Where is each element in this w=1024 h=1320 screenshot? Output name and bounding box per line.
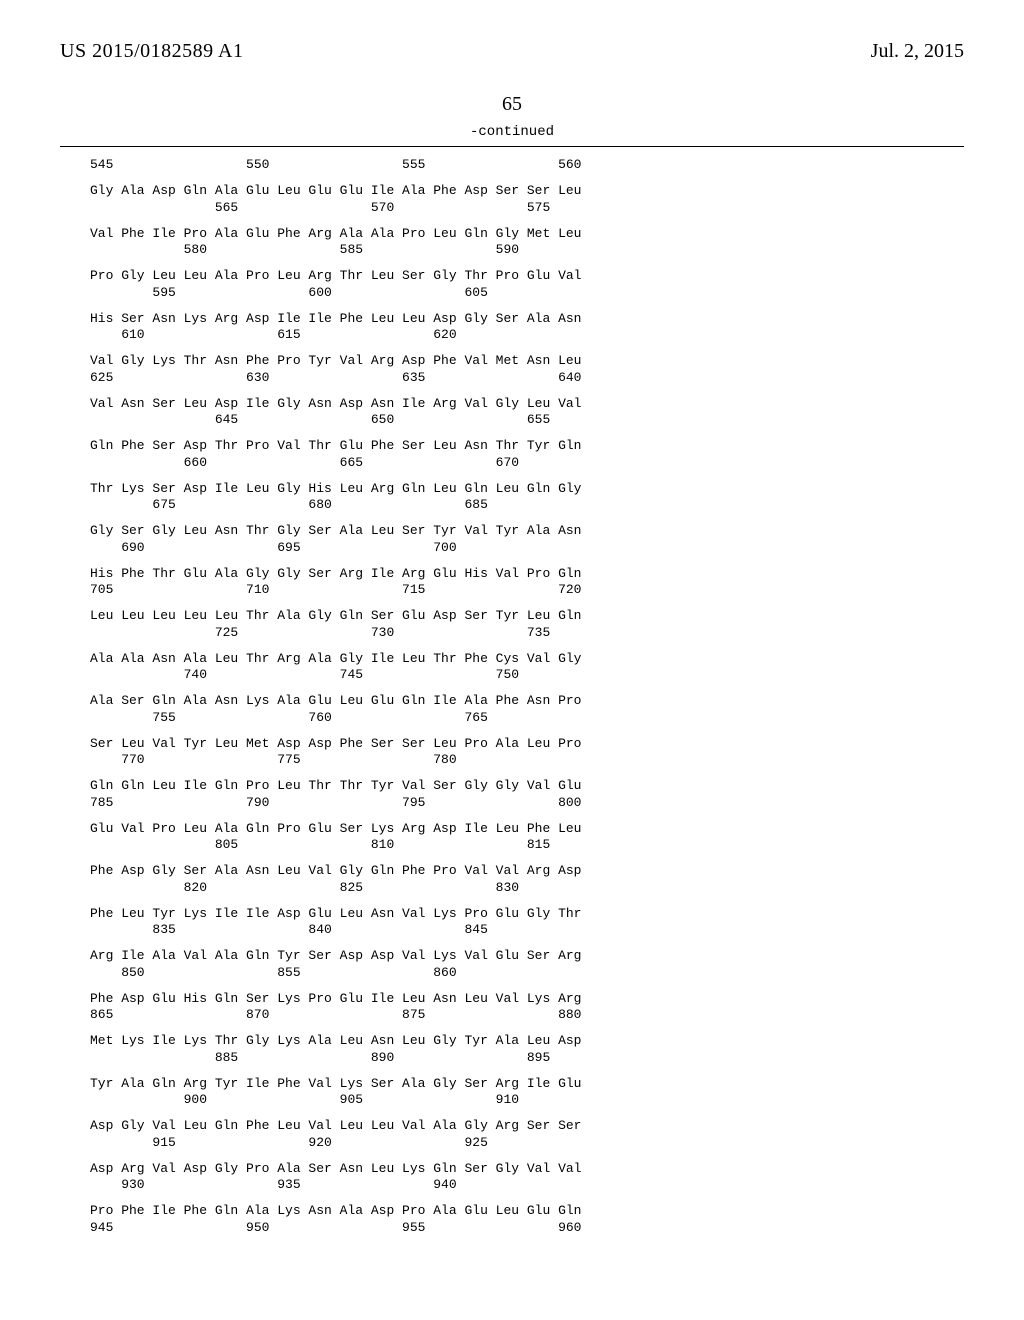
publication-number: US 2015/0182589 A1 [60, 40, 243, 63]
sequence-number-line: 850 855 860 [90, 965, 964, 981]
sequence-number-line: 625 630 635 640 [90, 370, 964, 386]
sequence-aa-line: Gly Ala Asp Gln Ala Glu Leu Glu Glu Ile … [90, 183, 964, 199]
sequence-number-line: 885 890 895 [90, 1050, 964, 1066]
sequence-aa-line: Val Gly Lys Thr Asn Phe Pro Tyr Val Arg … [90, 353, 964, 369]
page: US 2015/0182589 A1 Jul. 2, 2015 65 -cont… [0, 0, 1024, 1320]
sequence-aa-line: Met Lys Ile Lys Thr Gly Lys Ala Leu Asn … [90, 1033, 964, 1049]
publication-date: Jul. 2, 2015 [871, 40, 964, 63]
sequence-number-line: 805 810 815 [90, 837, 964, 853]
sequence-number-line: 835 840 845 [90, 922, 964, 938]
sequence-number-line: 945 950 955 960 [90, 1220, 964, 1236]
sequence-number-line: 580 585 590 [90, 242, 964, 258]
sequence-aa-line: Gln Gln Leu Ile Gln Pro Leu Thr Thr Tyr … [90, 778, 964, 794]
horizontal-rule [60, 146, 964, 147]
sequence-aa-line: Val Asn Ser Leu Asp Ile Gly Asn Asp Asn … [90, 396, 964, 412]
sequence-number-line: 565 570 575 [90, 200, 964, 216]
sequence-number-line: 675 680 685 [90, 497, 964, 513]
sequence-number-line: 915 920 925 [90, 1135, 964, 1151]
sequence-aa-line: Leu Leu Leu Leu Leu Thr Ala Gly Gln Ser … [90, 608, 964, 624]
sequence-aa-line: Arg Ile Ala Val Ala Gln Tyr Ser Asp Asp … [90, 948, 964, 964]
sequence-number-line: 820 825 830 [90, 880, 964, 896]
sequence-aa-line: Phe Asp Glu His Gln Ser Lys Pro Glu Ile … [90, 991, 964, 1007]
sequence-aa-line: His Ser Asn Lys Arg Asp Ile Ile Phe Leu … [90, 311, 964, 327]
sequence-number-line: 610 615 620 [90, 327, 964, 343]
sequence-aa-line: 545 550 555 560 [90, 157, 964, 173]
sequence-number-line: 740 745 750 [90, 667, 964, 683]
continued-label: -continued [60, 124, 964, 140]
sequence-aa-line: Ala Ser Gln Ala Asn Lys Ala Glu Leu Glu … [90, 693, 964, 709]
sequence-aa-line: Asp Arg Val Asp Gly Pro Ala Ser Asn Leu … [90, 1161, 964, 1177]
sequence-number-line: 660 665 670 [90, 455, 964, 471]
sequence-number-line: 930 935 940 [90, 1177, 964, 1193]
sequence-aa-line: Gly Ser Gly Leu Asn Thr Gly Ser Ala Leu … [90, 523, 964, 539]
sequence-number-line: 770 775 780 [90, 752, 964, 768]
sequence-aa-line: Asp Gly Val Leu Gln Phe Leu Val Leu Leu … [90, 1118, 964, 1134]
sequence-aa-line: Ser Leu Val Tyr Leu Met Asp Asp Phe Ser … [90, 736, 964, 752]
header-row: US 2015/0182589 A1 Jul. 2, 2015 [60, 40, 964, 63]
sequence-aa-line: Val Phe Ile Pro Ala Glu Phe Arg Ala Ala … [90, 226, 964, 242]
sequence-aa-line: His Phe Thr Glu Ala Gly Gly Ser Arg Ile … [90, 566, 964, 582]
sequence-aa-line: Phe Leu Tyr Lys Ile Ile Asp Glu Leu Asn … [90, 906, 964, 922]
sequence-aa-line: Pro Phe Ile Phe Gln Ala Lys Asn Ala Asp … [90, 1203, 964, 1219]
sequence-number-line: 725 730 735 [90, 625, 964, 641]
sequence-aa-line: Thr Lys Ser Asp Ile Leu Gly His Leu Arg … [90, 481, 964, 497]
sequence-aa-line: Phe Asp Gly Ser Ala Asn Leu Val Gly Gln … [90, 863, 964, 879]
sequence-aa-line: Gln Phe Ser Asp Thr Pro Val Thr Glu Phe … [90, 438, 964, 454]
page-number: 65 [60, 93, 964, 116]
sequence-number-line: 690 695 700 [90, 540, 964, 556]
sequence-number-line: 900 905 910 [90, 1092, 964, 1108]
sequence-number-line: 755 760 765 [90, 710, 964, 726]
sequence-number-line: 705 710 715 720 [90, 582, 964, 598]
sequence-aa-line: Ala Ala Asn Ala Leu Thr Arg Ala Gly Ile … [90, 651, 964, 667]
sequence-number-line: 595 600 605 [90, 285, 964, 301]
sequence-number-line: 645 650 655 [90, 412, 964, 428]
sequence-aa-line: Tyr Ala Gln Arg Tyr Ile Phe Val Lys Ser … [90, 1076, 964, 1092]
sequence-aa-line: Glu Val Pro Leu Ala Gln Pro Glu Ser Lys … [90, 821, 964, 837]
sequence-listing: 545 550 555 560 Gly Ala Asp Gln Ala Glu L… [90, 157, 964, 1236]
sequence-number-line: 785 790 795 800 [90, 795, 964, 811]
sequence-aa-line: Pro Gly Leu Leu Ala Pro Leu Arg Thr Leu … [90, 268, 964, 284]
sequence-number-line: 865 870 875 880 [90, 1007, 964, 1023]
